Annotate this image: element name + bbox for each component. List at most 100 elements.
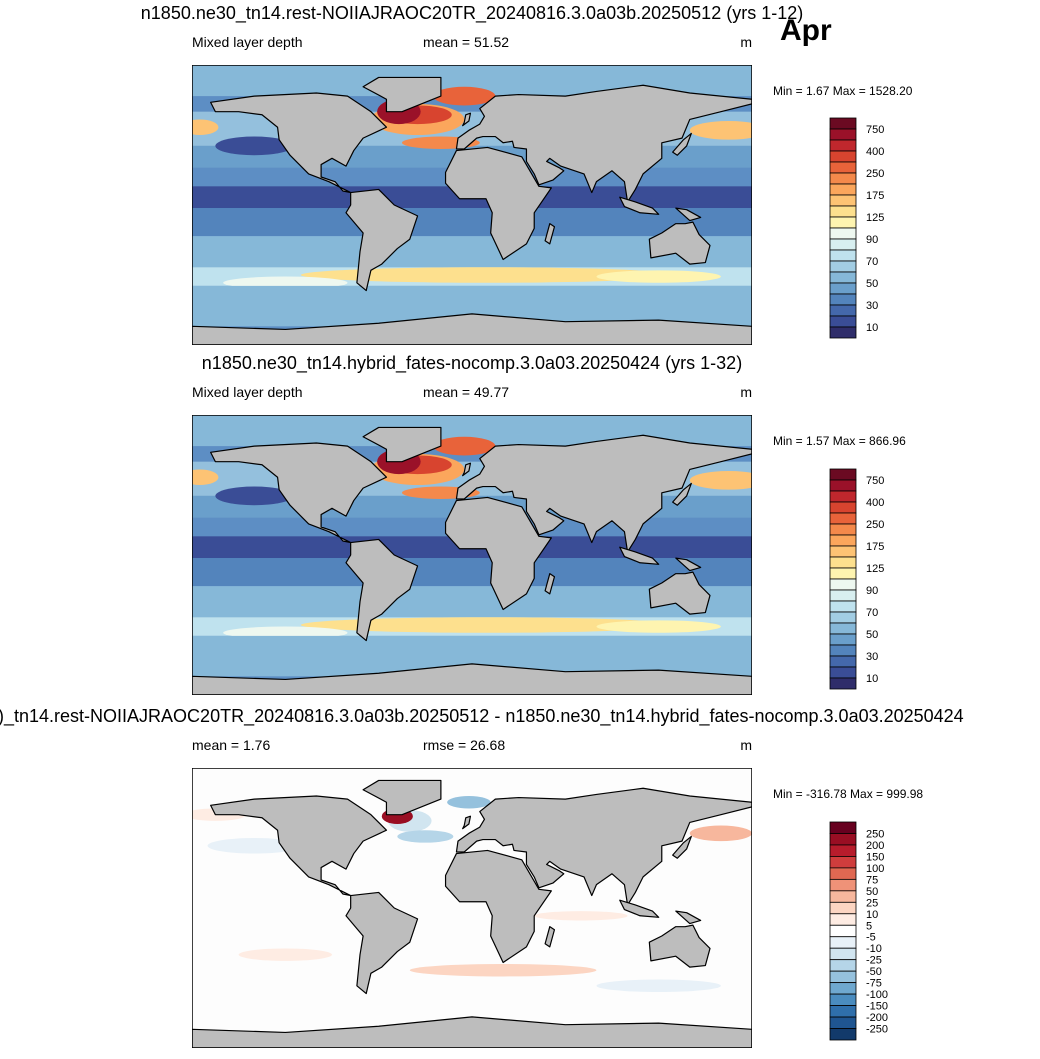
colorbar-label: 750: [866, 124, 884, 136]
colorbar-box: [829, 589, 857, 602]
colorbar-label: -50: [866, 966, 882, 978]
colorbar-label: 30: [866, 651, 878, 663]
center-label: rmse = 26.68: [423, 737, 505, 753]
colorbar-box: [829, 567, 857, 580]
colorbar-box: [829, 1005, 857, 1018]
colorbar-box: [829, 970, 857, 984]
map: [192, 415, 752, 695]
colorbar-box: [829, 600, 857, 613]
colorbar-box: [829, 249, 857, 262]
colorbar-box: [829, 821, 857, 834]
colorbar-label: 100: [866, 863, 884, 875]
colorbar-box: [829, 833, 857, 846]
colorbar-box: [829, 205, 857, 218]
colorbar-box: [829, 512, 857, 525]
colorbar-label: -10: [866, 943, 882, 955]
colorbar-box: [829, 227, 857, 240]
left-label: Mixed layer depth: [192, 384, 303, 400]
colorbar-label: 250: [866, 519, 884, 531]
colorbar-box: [829, 260, 857, 273]
colorbar-box: [829, 611, 857, 624]
colorbar-box: [829, 128, 857, 141]
colorbar-box: [829, 183, 857, 196]
colorbar-box: [829, 890, 857, 903]
colorbar-box: [829, 924, 857, 938]
colorbar-box: [829, 1028, 857, 1041]
map: [192, 768, 752, 1048]
colorbar-box: [829, 844, 857, 857]
min-max: Min = -316.78 Max = 999.98: [773, 787, 923, 801]
colorbar-box: [829, 556, 857, 569]
colorbar-box: [829, 161, 857, 174]
colorbar-label: 50: [866, 629, 878, 641]
panel-title: n1850.ne30_tn14.rest-NOIIAJRAOC20TR_2024…: [141, 3, 803, 24]
colorbar-box: [829, 315, 857, 328]
colorbar-box: [829, 622, 857, 635]
colorbar-label: 250: [866, 168, 884, 180]
colorbar-box: [829, 304, 857, 317]
colorbar-box: [829, 139, 857, 152]
colorbar-label: 50: [866, 278, 878, 290]
colorbar-box: [829, 867, 857, 880]
colorbar-label: 175: [866, 541, 884, 553]
colorbar-box: [829, 982, 857, 995]
colorbar-box: [829, 271, 857, 284]
min-max: Min = 1.67 Max = 1528.20: [773, 84, 913, 98]
colorbar-box: [829, 655, 857, 668]
left-label: mean = 1.76: [192, 737, 270, 753]
center-label: mean = 51.52: [423, 34, 509, 50]
colorbar-label: 90: [866, 234, 878, 246]
colorbar-box: [829, 959, 857, 972]
units-label: m: [740, 737, 752, 753]
colorbar-box: [829, 194, 857, 207]
colorbar-box: [829, 468, 857, 481]
panel-title: n1850.ne30_tn14.hybrid_fates-nocomp.3.0a…: [202, 353, 742, 374]
colorbar-label: 70: [866, 256, 878, 268]
colorbar-box: [829, 545, 857, 558]
colorbar-box: [829, 913, 857, 926]
colorbar-box: [829, 479, 857, 492]
colorbar-label: 30: [866, 300, 878, 312]
colorbar-label: 750: [866, 475, 884, 487]
colorbar-label: 125: [866, 563, 884, 575]
month-label: Apr: [780, 14, 832, 47]
colorbar-box: [829, 150, 857, 163]
colorbar-label: 175: [866, 190, 884, 202]
colorbar-label: 5: [866, 920, 872, 932]
colorbar-label: 10: [866, 673, 878, 685]
min-max: Min = 1.57 Max = 866.96: [773, 434, 906, 448]
map: [192, 65, 752, 345]
left-label: Mixed layer depth: [192, 34, 303, 50]
units-label: m: [740, 34, 752, 50]
colorbar-box: [829, 633, 857, 646]
colorbar-box: [829, 501, 857, 514]
center-label: mean = 49.77: [423, 384, 509, 400]
colorbar-label: 90: [866, 585, 878, 597]
colorbar-box: [829, 856, 857, 869]
colorbar-box: [829, 936, 857, 949]
units-label: m: [740, 384, 752, 400]
colorbar-label: 25: [866, 897, 878, 909]
colorbar-box: [829, 947, 857, 961]
colorbar-box: [829, 578, 857, 591]
colorbar-box: [829, 677, 857, 690]
colorbar-box: [829, 1016, 857, 1029]
colorbar-box: [829, 293, 857, 306]
colorbar-label: 150: [866, 851, 884, 863]
colorbar-label: -75: [866, 978, 882, 990]
colorbar-label: -25: [866, 955, 882, 967]
colorbar-box: [829, 523, 857, 536]
colorbar-label: 10: [866, 909, 878, 921]
colorbar-box: [829, 282, 857, 295]
colorbar-label: 400: [866, 146, 884, 158]
colorbar-box: [829, 878, 857, 892]
colorbar-label: 50: [866, 886, 878, 898]
colorbar-box: [829, 490, 857, 503]
colorbar-label: -250: [866, 1024, 888, 1036]
colorbar-label: -150: [866, 1001, 888, 1013]
colorbar-label: 125: [866, 212, 884, 224]
colorbar-label: 200: [866, 840, 884, 852]
colorbar-label: 70: [866, 607, 878, 619]
colorbar-box: [829, 238, 857, 251]
